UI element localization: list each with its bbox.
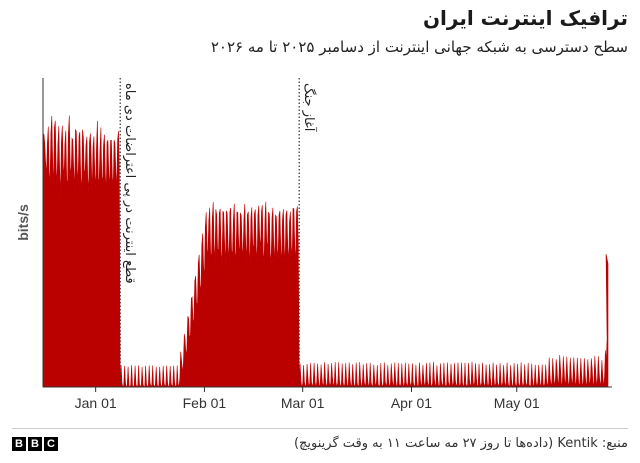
annotations: قطع اینترنت در پی اعتراضات دی ماه آغاز جن… [119, 78, 318, 387]
bbc-logo: B B C [12, 437, 58, 451]
y-axis-label: bits/s [15, 204, 31, 241]
x-tick-label: May 01 [494, 395, 540, 411]
footer-divider [12, 428, 628, 429]
logo-letter: C [44, 437, 58, 451]
chart-subtitle: سطح دسترسی به شبکه جهانی اینترنت از دسام… [210, 38, 628, 56]
logo-letter: B [12, 437, 26, 451]
annotation-label: قطع اینترنت در پی اعتراضات دی ماه [122, 83, 137, 284]
logo-letter: B [28, 437, 42, 451]
source-note: منبع: Kentik (داده‌ها تا روز ۲۷ مه ساعت … [293, 436, 628, 451]
annotation-label: آغاز جنگ [301, 83, 318, 133]
x-axis-ticks: Jan 01 Feb 01 Mar 01 Apr 01 May 01 [75, 387, 540, 411]
x-tick-label: Jan 01 [75, 395, 117, 411]
chart-title: ترافیک اینترنت ایران [422, 6, 628, 30]
x-tick-label: Mar 01 [281, 395, 325, 411]
x-tick-label: Feb 01 [183, 395, 227, 411]
x-tick-label: Apr 01 [391, 395, 432, 411]
chart-canvas: Jan 01 Feb 01 Mar 01 Apr 01 May 01 قطع اینتر… [15, 78, 612, 411]
